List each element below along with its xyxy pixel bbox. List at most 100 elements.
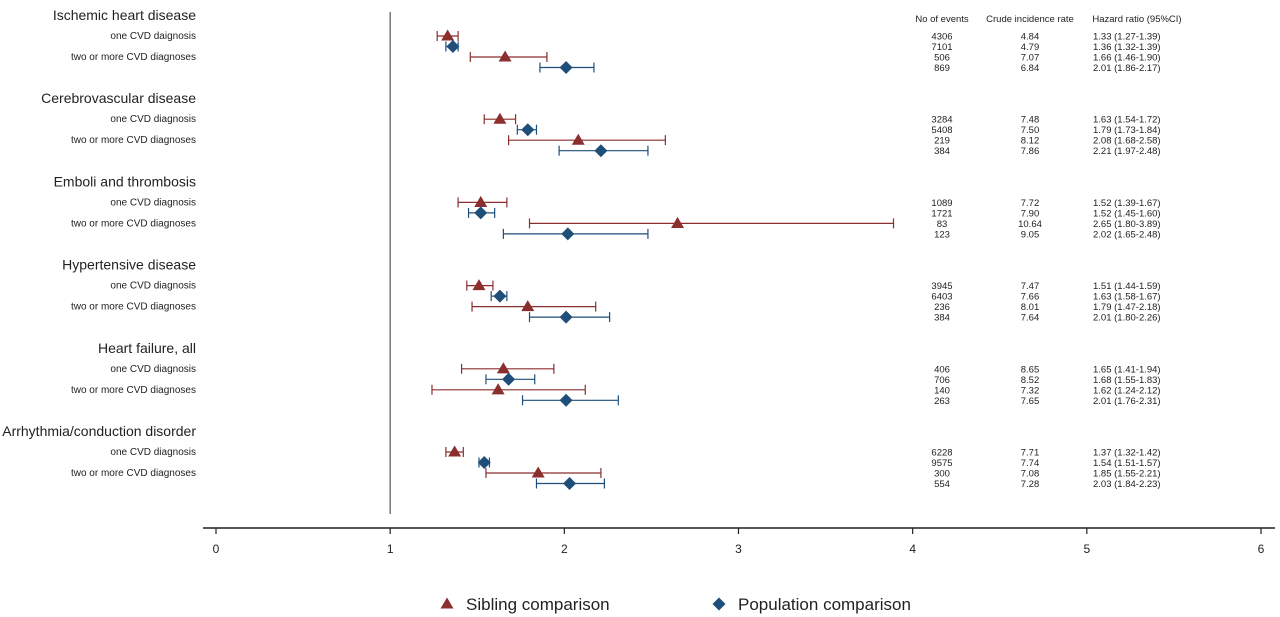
column-header: Hazard ratio (95%CI) — [1092, 14, 1181, 25]
sublabel-one-diagnosis: one CVD diagnosis — [110, 447, 196, 458]
sibling-point — [472, 279, 486, 291]
events-cell: 219 — [934, 136, 950, 147]
group-title: Ischemic heart disease — [53, 7, 196, 23]
sublabel-one-diagnosis: one CVD diagnosis — [110, 281, 196, 292]
rate-cell: 8.01 — [1021, 302, 1040, 313]
rate-cell: 7.64 — [1021, 313, 1040, 324]
sibling-point — [491, 383, 505, 395]
events-cell: 506 — [934, 53, 950, 64]
events-cell: 300 — [934, 469, 950, 480]
events-cell: 4306 — [931, 32, 952, 43]
hazard-ratio-cell: 2.65 (1.80-3.89) — [1093, 219, 1161, 230]
sublabel-two-or-more-diagnoses: two or more CVD diagnoses — [71, 218, 196, 229]
sublabel-two-or-more-diagnoses: two or more CVD diagnoses — [71, 302, 196, 313]
sibling-point — [498, 50, 512, 62]
hazard-ratio-cell: 2.01 (1.76-2.31) — [1093, 396, 1161, 407]
hazard-ratio-cell: 1.37 (1.32-1.42) — [1093, 448, 1161, 459]
hazard-ratio-cell: 1.79 (1.73-1.84) — [1093, 125, 1161, 136]
events-cell: 6403 — [931, 292, 952, 303]
hazard-ratio-cell: 2.03 (1.84-2.23) — [1093, 479, 1161, 490]
events-cell: 706 — [934, 375, 950, 386]
events-cell: 236 — [934, 302, 950, 313]
group-title: Hypertensive disease — [62, 257, 196, 273]
population-point — [559, 393, 573, 407]
sibling-point — [671, 216, 685, 228]
x-tick-label: 2 — [561, 542, 568, 556]
events-cell: 83 — [937, 219, 948, 230]
sublabel-one-diagnosis: one CVD diagnosis — [110, 364, 196, 375]
rate-cell: 6.84 — [1021, 63, 1040, 74]
hazard-ratio-cell: 2.02 (1.65-2.48) — [1093, 229, 1161, 240]
sublabel-two-or-more-diagnoses: two or more CVD diagnoses — [71, 135, 196, 146]
rate-cell: 7.74 — [1021, 458, 1040, 469]
rate-cell: 7.72 — [1021, 198, 1040, 209]
hazard-ratio-cell: 1.54 (1.51-1.57) — [1093, 458, 1161, 469]
sublabel-two-or-more-diagnoses: two or more CVD diagnoses — [71, 468, 196, 479]
hazard-ratio-cell: 1.52 (1.39-1.67) — [1093, 198, 1161, 209]
population-point — [594, 144, 608, 158]
rate-cell: 8.65 — [1021, 364, 1040, 375]
population-point — [559, 310, 573, 324]
group-title: Heart failure, all — [98, 340, 196, 356]
hazard-ratio-cell: 1.63 (1.58-1.67) — [1093, 292, 1161, 303]
population-point — [493, 289, 507, 303]
group-title: Cerebrovascular disease — [41, 90, 196, 106]
rate-cell: 7.65 — [1021, 396, 1040, 407]
group-title: Emboli and thrombosis — [54, 173, 196, 189]
events-cell: 5408 — [931, 125, 952, 136]
x-tick-label: 3 — [735, 542, 742, 556]
events-cell: 6228 — [931, 448, 952, 459]
sibling-point — [474, 195, 488, 207]
rate-cell: 9.05 — [1021, 229, 1040, 240]
events-cell: 7101 — [931, 42, 952, 53]
rate-cell: 7.50 — [1021, 125, 1040, 136]
hazard-ratio-cell: 1.85 (1.55-2.21) — [1093, 469, 1161, 480]
hazard-ratio-cell: 1.79 (1.47-2.18) — [1093, 302, 1161, 313]
events-cell: 140 — [934, 385, 950, 396]
sibling-point — [448, 445, 462, 457]
rate-cell: 7.07 — [1021, 53, 1040, 64]
sibling-point — [521, 300, 535, 312]
rate-cell: 7.48 — [1021, 115, 1040, 126]
population-point — [561, 227, 575, 241]
sibling-point — [531, 466, 545, 478]
events-cell: 9575 — [931, 458, 952, 469]
rate-cell: 8.52 — [1021, 375, 1040, 386]
events-cell: 3284 — [931, 115, 952, 126]
x-tick-label: 4 — [909, 542, 916, 556]
events-cell: 384 — [934, 146, 950, 157]
hazard-ratio-cell: 1.36 (1.32-1.39) — [1093, 42, 1161, 53]
group-title: Arrhythmia/conduction disorder — [2, 423, 196, 439]
hazard-ratio-cell: 1.52 (1.45-1.60) — [1093, 208, 1161, 219]
rate-cell: 8.12 — [1021, 136, 1040, 147]
hazard-ratio-cell: 2.01 (1.80-2.26) — [1093, 313, 1161, 324]
sublabel-two-or-more-diagnoses: two or more CVD diagnoses — [71, 52, 196, 63]
population-point — [521, 123, 535, 137]
rate-cell: 7.86 — [1021, 146, 1040, 157]
x-tick-label: 1 — [387, 542, 394, 556]
hazard-ratio-cell: 1.65 (1.41-1.94) — [1093, 364, 1161, 375]
rate-cell: 4.79 — [1021, 42, 1040, 53]
hazard-ratio-cell: 1.66 (1.46-1.90) — [1093, 53, 1161, 64]
hazard-ratio-cell: 1.63 (1.54-1.72) — [1093, 115, 1161, 126]
sibling-point — [493, 112, 507, 124]
sublabel-one-diagnosis: one CVD diagnosis — [110, 114, 196, 125]
events-cell: 554 — [934, 479, 950, 490]
sublabel-two-or-more-diagnoses: two or more CVD diagnoses — [71, 385, 196, 396]
population-point — [477, 456, 491, 469]
legend-population-label: Population comparison — [738, 595, 911, 614]
sublabel-one-diagnosis: one CVD diagnosis — [110, 197, 196, 208]
rate-cell: 7.71 — [1021, 448, 1040, 459]
events-cell: 1089 — [931, 198, 952, 209]
rate-cell: 10.64 — [1018, 219, 1042, 230]
hazard-ratio-cell: 2.21 (1.97-2.48) — [1093, 146, 1161, 157]
column-header: Crude incidence rate — [986, 14, 1074, 25]
population-point — [502, 372, 516, 386]
hazard-ratio-cell: 2.08 (1.68-2.58) — [1093, 136, 1161, 147]
hazard-ratio-cell: 1.51 (1.44-1.59) — [1093, 281, 1161, 292]
events-cell: 1721 — [931, 208, 952, 219]
rate-cell: 7.08 — [1021, 469, 1040, 480]
population-point — [563, 477, 577, 490]
sibling-point — [496, 362, 510, 374]
